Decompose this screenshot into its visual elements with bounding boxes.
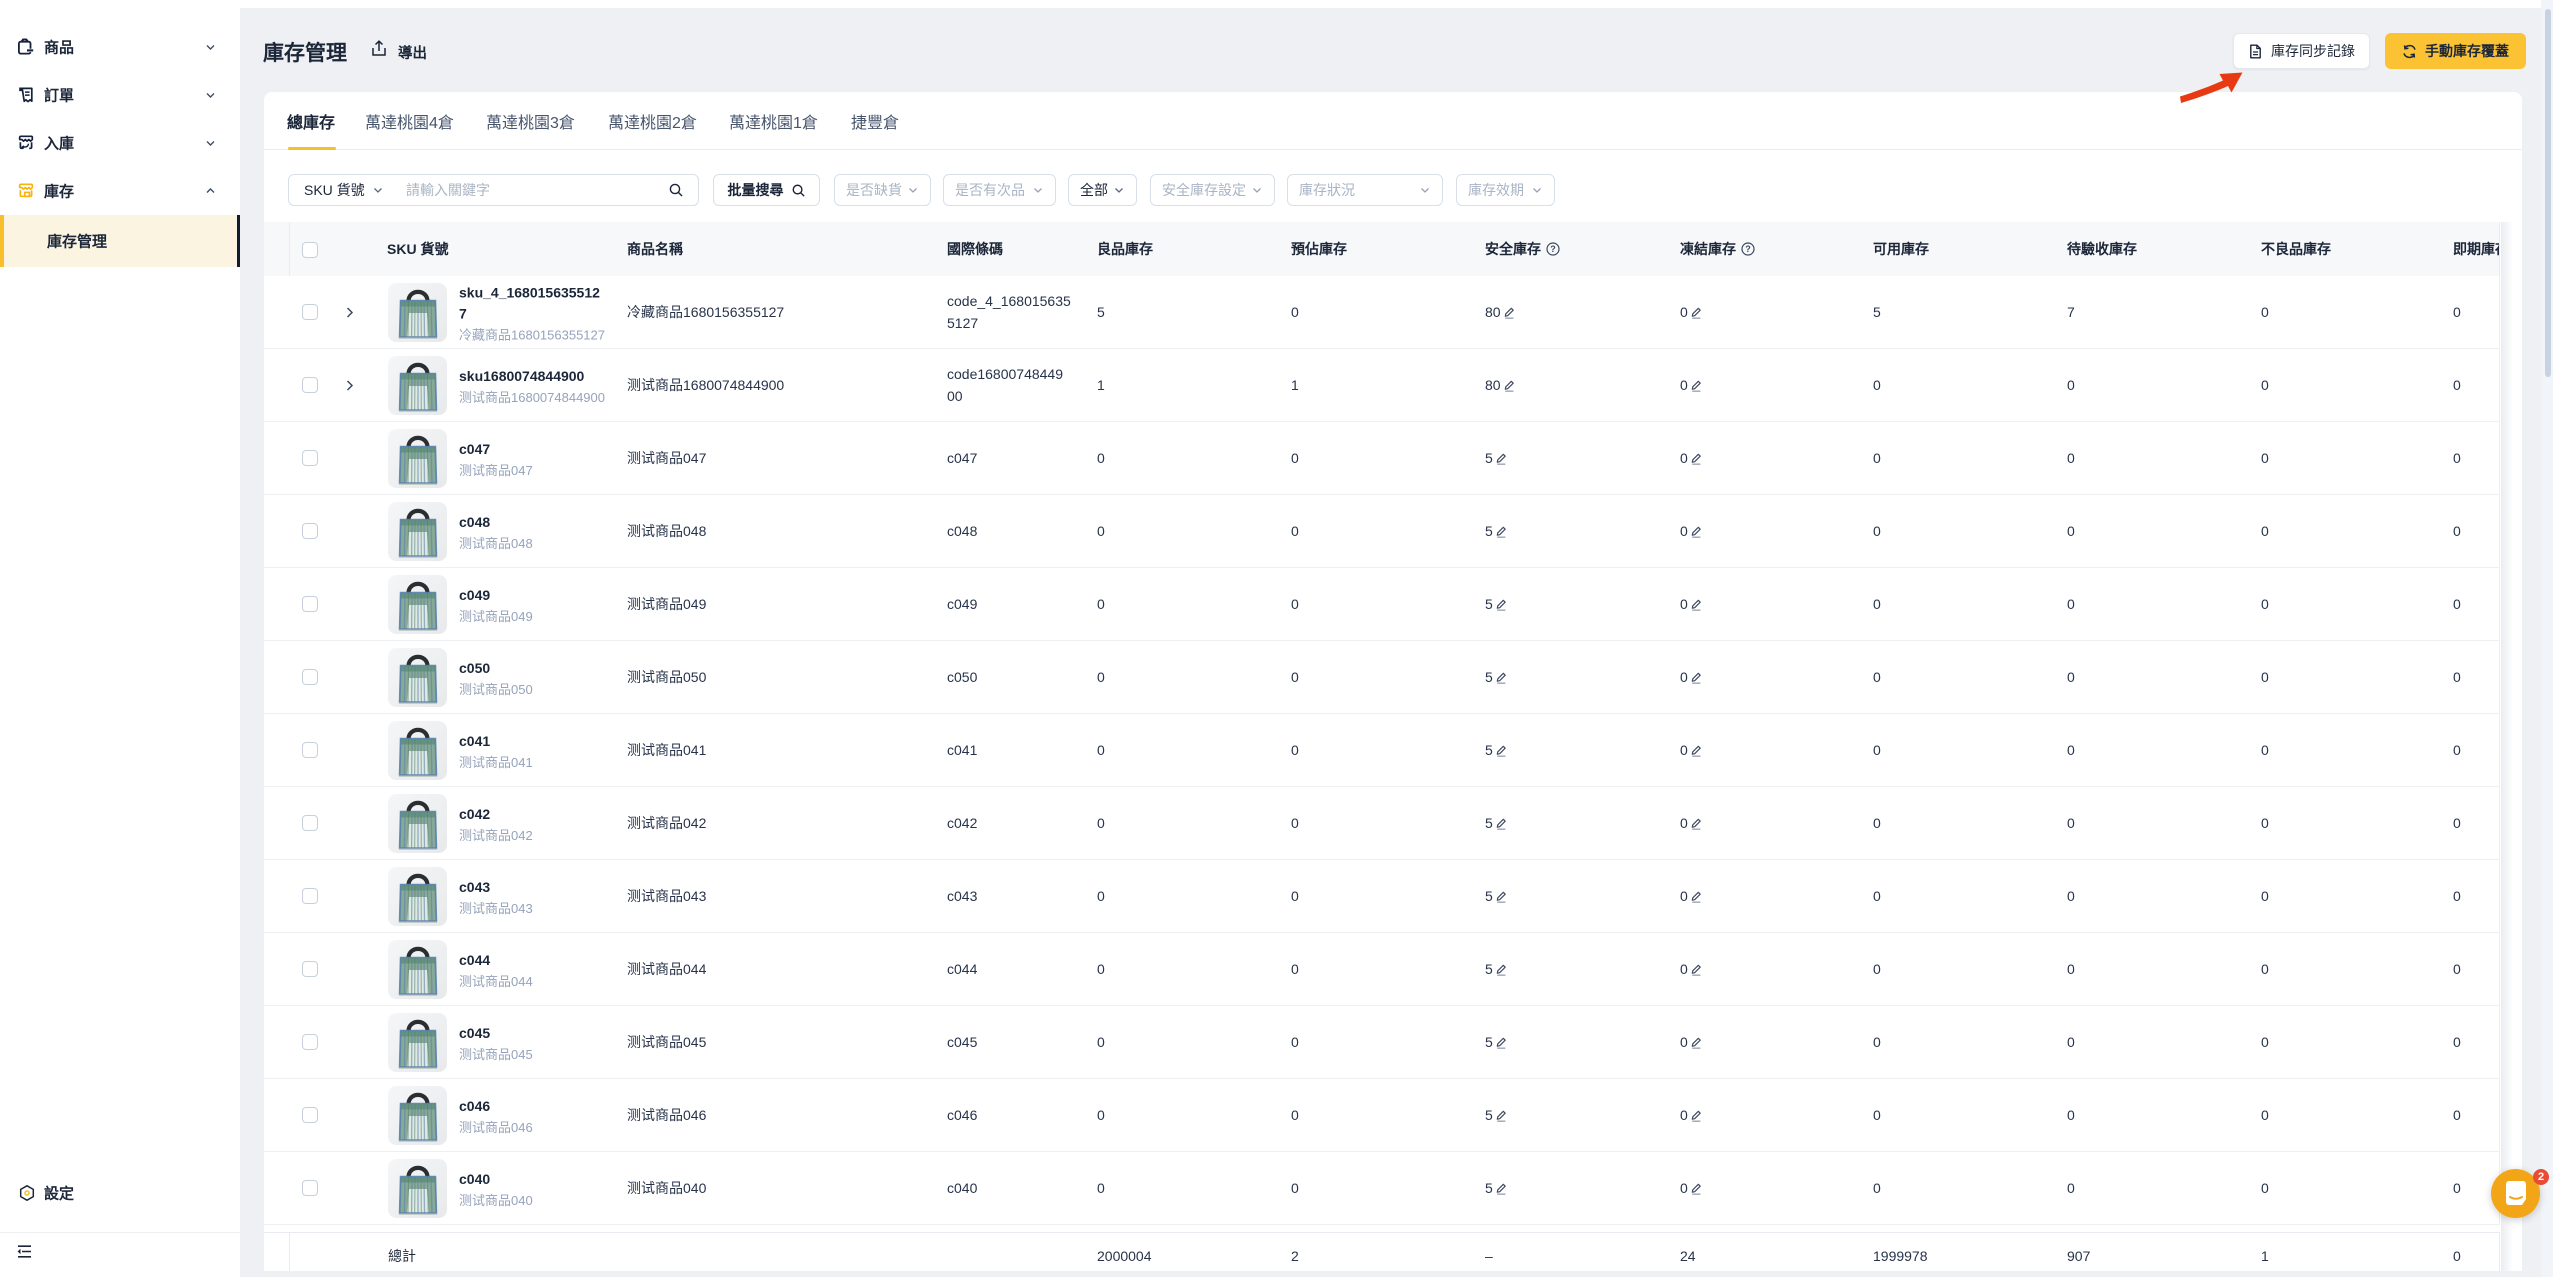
- svg-text:?: ?: [1550, 244, 1556, 254]
- svg-text:?: ?: [1745, 244, 1751, 254]
